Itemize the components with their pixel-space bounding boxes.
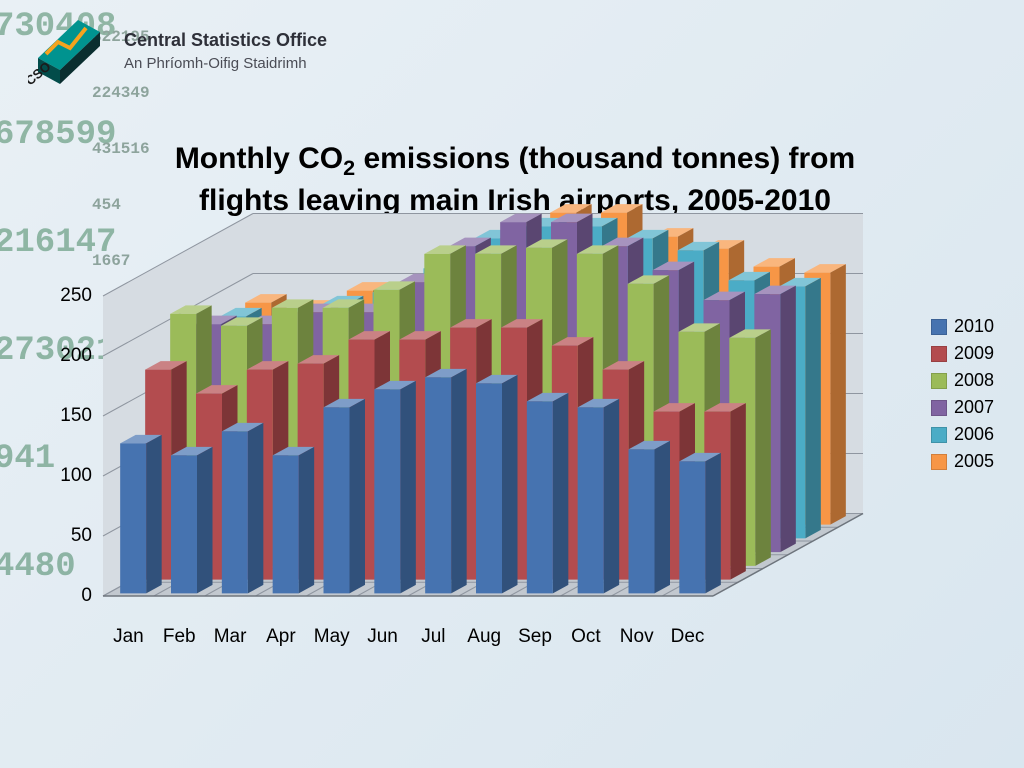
slide-page: 7304083221956785992243492161474315162730…	[0, 0, 1024, 768]
y-tick: 250	[60, 285, 92, 307]
cso-logo-icon: CSO	[28, 12, 106, 90]
legend: 2010 2009 2008 2007 2006 2005	[931, 316, 994, 478]
legend-swatch-icon	[931, 454, 947, 470]
legend-item: 2010	[931, 316, 994, 337]
legend-label: 2010	[954, 316, 994, 337]
legend-item: 2006	[931, 424, 994, 445]
x-tick: Sep	[510, 626, 561, 648]
x-tick: Jun	[357, 626, 408, 648]
bar	[578, 407, 604, 593]
bar	[120, 443, 146, 593]
chart-area: 050100150200250 JanFebMarAprMayJunJulAug…	[28, 296, 998, 656]
x-tick: Feb	[154, 626, 205, 648]
bar-plot-3d	[103, 296, 893, 626]
legend-swatch-icon	[931, 400, 947, 416]
x-tick: Apr	[255, 626, 306, 648]
legend-swatch-icon	[931, 373, 947, 389]
x-tick: May	[306, 626, 357, 648]
bar	[679, 461, 705, 593]
org-name-en: Central Statistics Office	[124, 30, 327, 51]
legend-label: 2008	[954, 370, 994, 391]
org-name-ga: An Phríomh-Oifig Staidrimh	[124, 55, 327, 72]
bar	[527, 401, 553, 593]
bar	[629, 449, 655, 593]
legend-label: 2009	[954, 343, 994, 364]
x-tick: Jul	[408, 626, 459, 648]
bar	[425, 377, 451, 593]
y-tick: 200	[60, 345, 92, 367]
y-tick: 150	[60, 405, 92, 427]
chart-title: Monthly CO2 emissions (thousand tonnes) …	[140, 140, 890, 219]
y-tick: 100	[60, 465, 92, 487]
x-tick: Nov	[611, 626, 662, 648]
legend-item: 2009	[931, 343, 994, 364]
legend-item: 2007	[931, 397, 994, 418]
legend-item: 2005	[931, 451, 994, 472]
bar	[374, 389, 400, 593]
x-tick: Dec	[662, 626, 713, 648]
org-header: CSO Central Statistics Office An Phríomh…	[28, 12, 327, 90]
x-tick: Aug	[459, 626, 510, 648]
legend-item: 2008	[931, 370, 994, 391]
x-tick: Oct	[560, 626, 611, 648]
legend-swatch-icon	[931, 319, 947, 335]
org-name-block: Central Statistics Office An Phríomh-Oif…	[124, 30, 327, 72]
x-tick: Jan	[103, 626, 154, 648]
legend-label: 2006	[954, 424, 994, 445]
bar	[222, 431, 248, 593]
x-tick: Mar	[205, 626, 256, 648]
legend-label: 2005	[954, 451, 994, 472]
legend-swatch-icon	[931, 427, 947, 443]
legend-label: 2007	[954, 397, 994, 418]
bar	[171, 455, 197, 593]
x-axis: JanFebMarAprMayJunJulAugSepOctNovDec	[103, 626, 893, 648]
legend-swatch-icon	[931, 346, 947, 362]
y-tick: 0	[81, 585, 92, 607]
bar	[476, 383, 502, 593]
y-tick: 50	[71, 525, 92, 547]
bar	[273, 455, 299, 593]
bar	[324, 407, 350, 593]
